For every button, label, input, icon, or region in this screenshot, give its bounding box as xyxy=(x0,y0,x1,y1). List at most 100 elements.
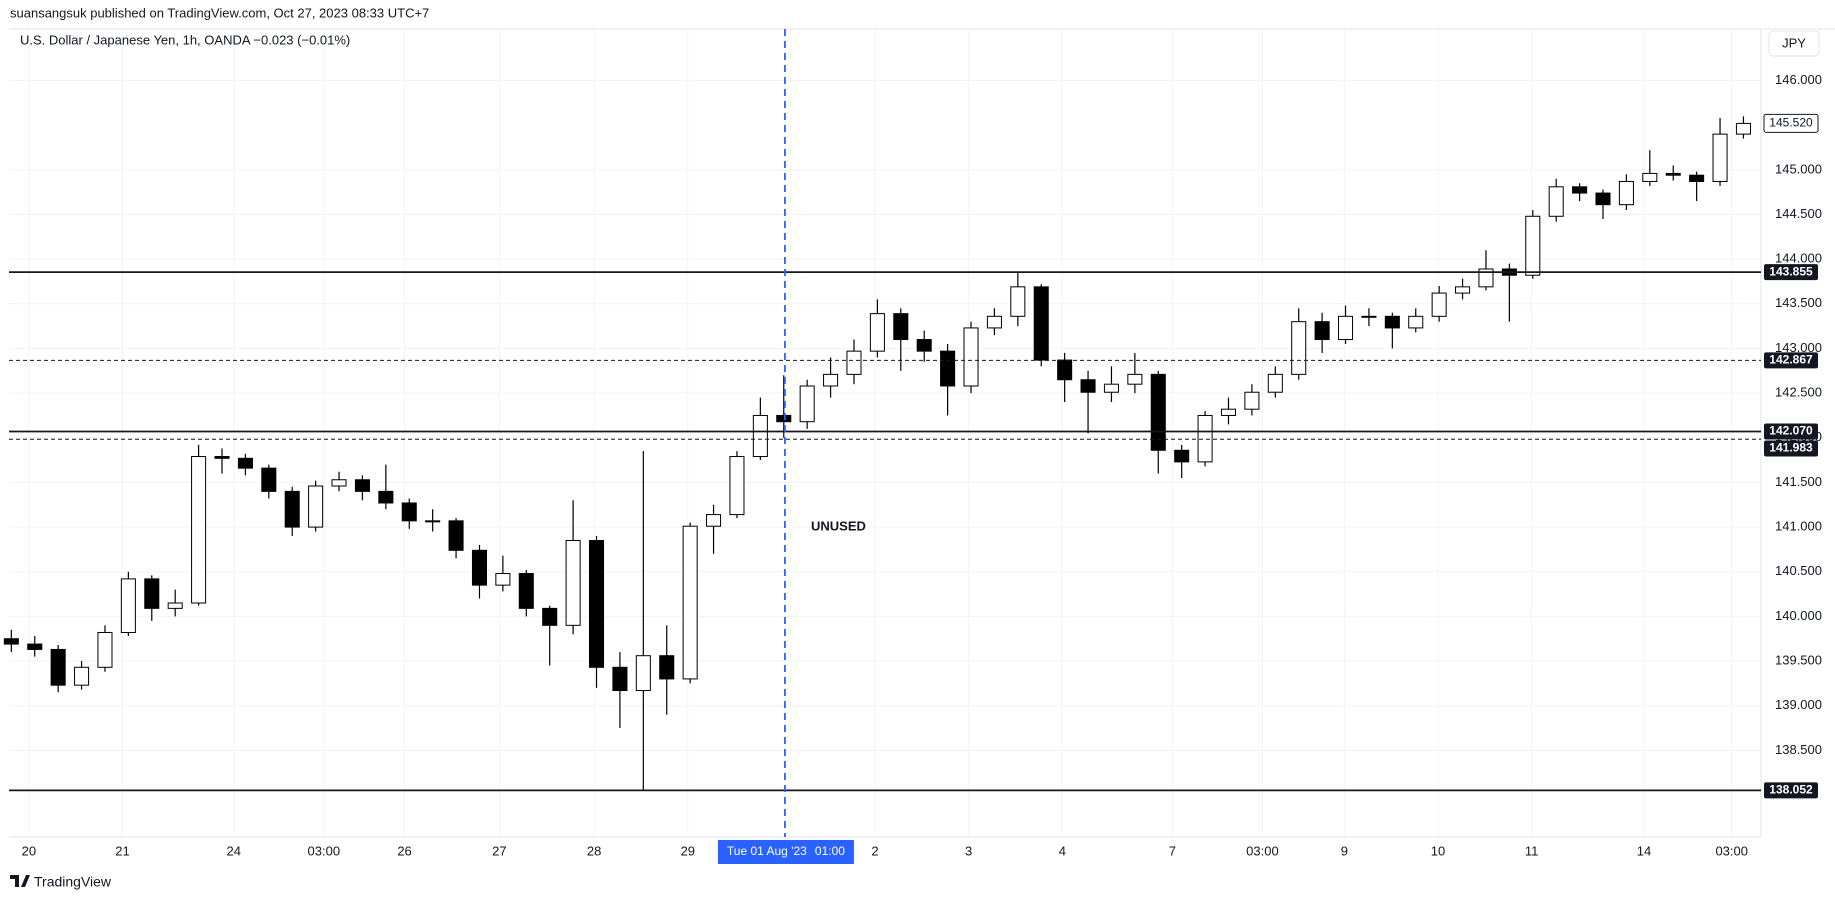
candle-body xyxy=(846,350,862,375)
x-tick-label: 24 xyxy=(226,843,240,858)
y-tick-label: 143.500 xyxy=(1775,295,1822,310)
candle-body xyxy=(659,655,675,680)
y-tick-label: 139.500 xyxy=(1775,652,1822,667)
candle-body xyxy=(1548,186,1564,217)
candle-body xyxy=(588,539,605,668)
y-tick-label: 143.000 xyxy=(1775,340,1822,355)
candle-body xyxy=(565,539,581,626)
candle-body xyxy=(1525,215,1541,276)
x-tick-label: 03:00 xyxy=(308,843,341,858)
candle-body xyxy=(1712,133,1728,182)
candle-body xyxy=(1642,172,1658,182)
level-label-box xyxy=(1764,264,1818,281)
candle-body xyxy=(893,313,909,341)
currency-button[interactable] xyxy=(1768,30,1820,57)
candle-body xyxy=(378,490,394,504)
candle-body xyxy=(706,514,722,527)
candle-body xyxy=(1220,408,1237,416)
crosshair-time-box xyxy=(717,840,854,864)
x-tick-label: 4 xyxy=(1059,843,1066,858)
candle-body xyxy=(635,655,651,692)
candle-body xyxy=(1595,192,1611,206)
candle-body xyxy=(1127,373,1143,385)
candle-body xyxy=(1010,286,1026,317)
candle-body xyxy=(331,479,347,487)
candle-body xyxy=(1314,321,1330,341)
candle-body xyxy=(495,573,511,586)
candle-body xyxy=(167,602,183,609)
candle-body xyxy=(401,502,417,522)
publisher-line: suansangsuk published on TradingView.com… xyxy=(10,5,429,20)
y-tick-label: 140.000 xyxy=(1775,608,1822,623)
x-tick-label: 11 xyxy=(1525,843,1539,858)
y-tick-label: 144.000 xyxy=(1775,251,1822,266)
candle-body xyxy=(3,638,19,645)
x-tick-label: 26 xyxy=(397,843,411,858)
candle-body xyxy=(1338,315,1354,341)
candle-body xyxy=(1689,174,1705,182)
candle-body xyxy=(284,490,300,528)
candle-body xyxy=(986,315,1002,329)
candle-body xyxy=(682,525,698,680)
candle-body xyxy=(1572,186,1588,194)
marks xyxy=(3,116,1751,791)
crosshair-date: Tue 01 Aug '23 xyxy=(727,844,807,858)
x-tick-label: 20 xyxy=(22,843,36,858)
currency-label[interactable]: JPY xyxy=(1782,35,1806,50)
candle-body xyxy=(1384,315,1400,329)
candle-body xyxy=(963,327,979,387)
candle-body xyxy=(869,313,885,352)
x-tick-label: 21 xyxy=(115,843,129,858)
level-label-box xyxy=(1764,782,1818,799)
x-tick-label: 9 xyxy=(1341,843,1348,858)
candle-body xyxy=(191,456,207,604)
candle-body xyxy=(1057,359,1073,381)
y-tick-label: 141.000 xyxy=(1775,519,1822,534)
candle-body xyxy=(1618,180,1634,206)
x-tick-label: 03:00 xyxy=(1715,843,1748,858)
grid xyxy=(9,29,1761,837)
candle-body xyxy=(237,457,253,469)
y-tick-label: 145.000 xyxy=(1775,161,1822,176)
x-tick-label: 7 xyxy=(1169,843,1176,858)
candle-body xyxy=(1103,383,1119,393)
candle-body xyxy=(1174,449,1190,463)
y-tick-label: 146.000 xyxy=(1775,72,1822,87)
candle-body xyxy=(1431,292,1447,317)
candle-body xyxy=(144,578,160,609)
candle-body xyxy=(799,385,815,423)
candle-body xyxy=(354,479,370,492)
candle-body xyxy=(1408,315,1424,329)
crosshair-time: 01:00 xyxy=(815,844,845,858)
tradingview-logo: TradingView xyxy=(10,874,112,890)
y-tick-label: 142.500 xyxy=(1775,385,1822,400)
logo-icon xyxy=(10,875,30,887)
candle-body xyxy=(729,456,745,516)
candle-body xyxy=(448,520,464,551)
candle-body xyxy=(1291,321,1307,375)
y-tick-label: 140.500 xyxy=(1775,563,1822,578)
x-tick-label: 14 xyxy=(1637,843,1651,858)
candle-body xyxy=(1244,391,1260,410)
x-tick-label: 2 xyxy=(871,843,878,858)
candle-body xyxy=(1735,122,1751,135)
x-tick-label: 29 xyxy=(681,843,695,858)
candle-body xyxy=(97,631,113,668)
x-tick-label: 3 xyxy=(965,843,972,858)
candle-body xyxy=(1361,315,1377,318)
candle-body xyxy=(542,607,558,626)
level-label: 142.867 xyxy=(1769,353,1813,367)
y-tick-label: 141.500 xyxy=(1775,474,1822,489)
symbol-legend: U.S. Dollar / Japanese Yen, 1h, OANDA −0… xyxy=(20,32,350,47)
level-label-box xyxy=(1764,440,1818,457)
candle-body xyxy=(776,414,792,423)
candle-body xyxy=(518,573,534,609)
last-price-label: 145.520 xyxy=(1769,116,1813,130)
candle-body xyxy=(27,643,43,650)
candle-body xyxy=(1665,172,1681,176)
candle-body xyxy=(1033,286,1049,361)
candle-body xyxy=(916,339,932,352)
candle-body xyxy=(261,467,277,492)
